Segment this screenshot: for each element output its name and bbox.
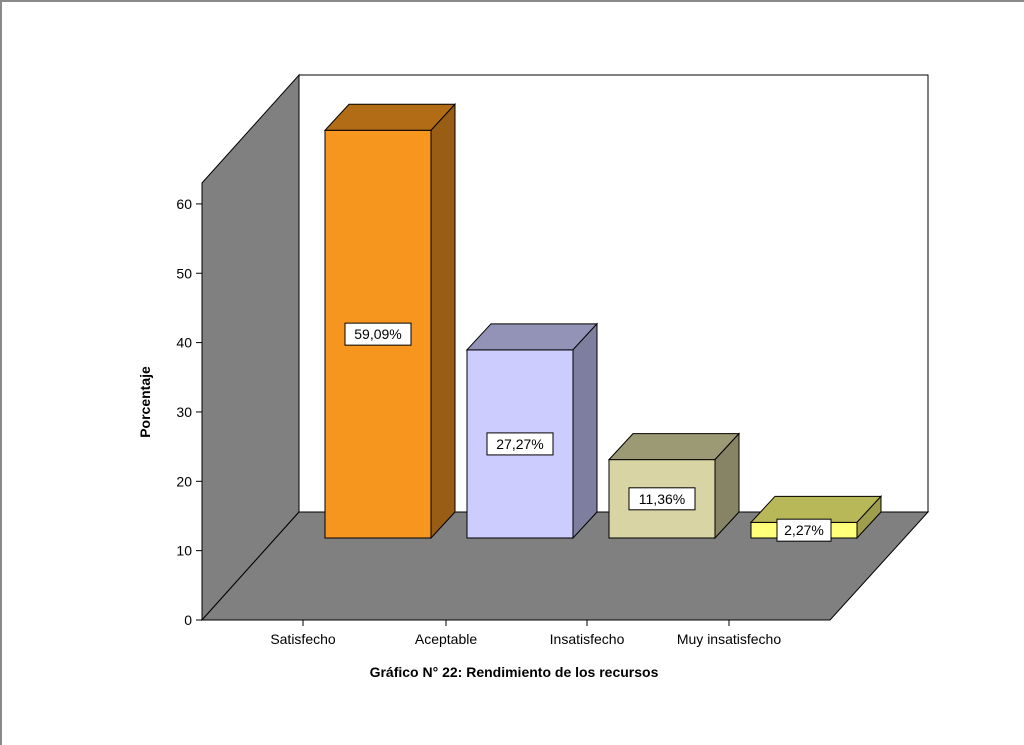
category-label: Aceptable — [415, 631, 477, 647]
data-label: 11,36% — [639, 491, 685, 507]
data-label-box — [776, 518, 832, 542]
bar-side-0 — [430, 103, 456, 540]
x-axis: Satisfecho Aceptable Insatisfecho Muy insat… — [202, 619, 830, 647]
bar-side-3 — [856, 495, 882, 540]
chart-walls — [200, 73, 930, 622]
y-tick-label: 60 — [176, 196, 192, 212]
bar-side-2 — [714, 432, 740, 540]
category-label: Muy insatisfecho — [677, 631, 781, 647]
data-label: 59,09% — [354, 326, 401, 342]
y-tick-label: 20 — [176, 473, 192, 489]
data-label-box — [628, 487, 696, 511]
y-tick-label: 40 — [176, 335, 192, 351]
category-label: Satisfecho — [270, 631, 336, 647]
y-tick-label: 50 — [176, 265, 192, 281]
data-label: 27,27% — [496, 436, 543, 452]
y-tick-label: 10 — [176, 543, 192, 559]
bars: 59,09% 27,27% 11,36% 2,27% — [323, 103, 883, 542]
y-axis: 0 10 20 30 40 50 60 — [176, 183, 203, 628]
bar-side-1 — [572, 322, 598, 540]
data-label-box — [486, 432, 554, 456]
y-tick-label: 30 — [176, 404, 192, 420]
x-axis-title: Gráfico N° 22: Rendimiento de los recurs… — [370, 664, 659, 680]
data-label-box — [344, 322, 412, 346]
category-label: Insatisfecho — [550, 631, 625, 647]
y-axis-label: Porcentaje — [137, 366, 153, 438]
y-tick-label: 0 — [184, 612, 192, 628]
data-label: 2,27% — [784, 522, 824, 538]
